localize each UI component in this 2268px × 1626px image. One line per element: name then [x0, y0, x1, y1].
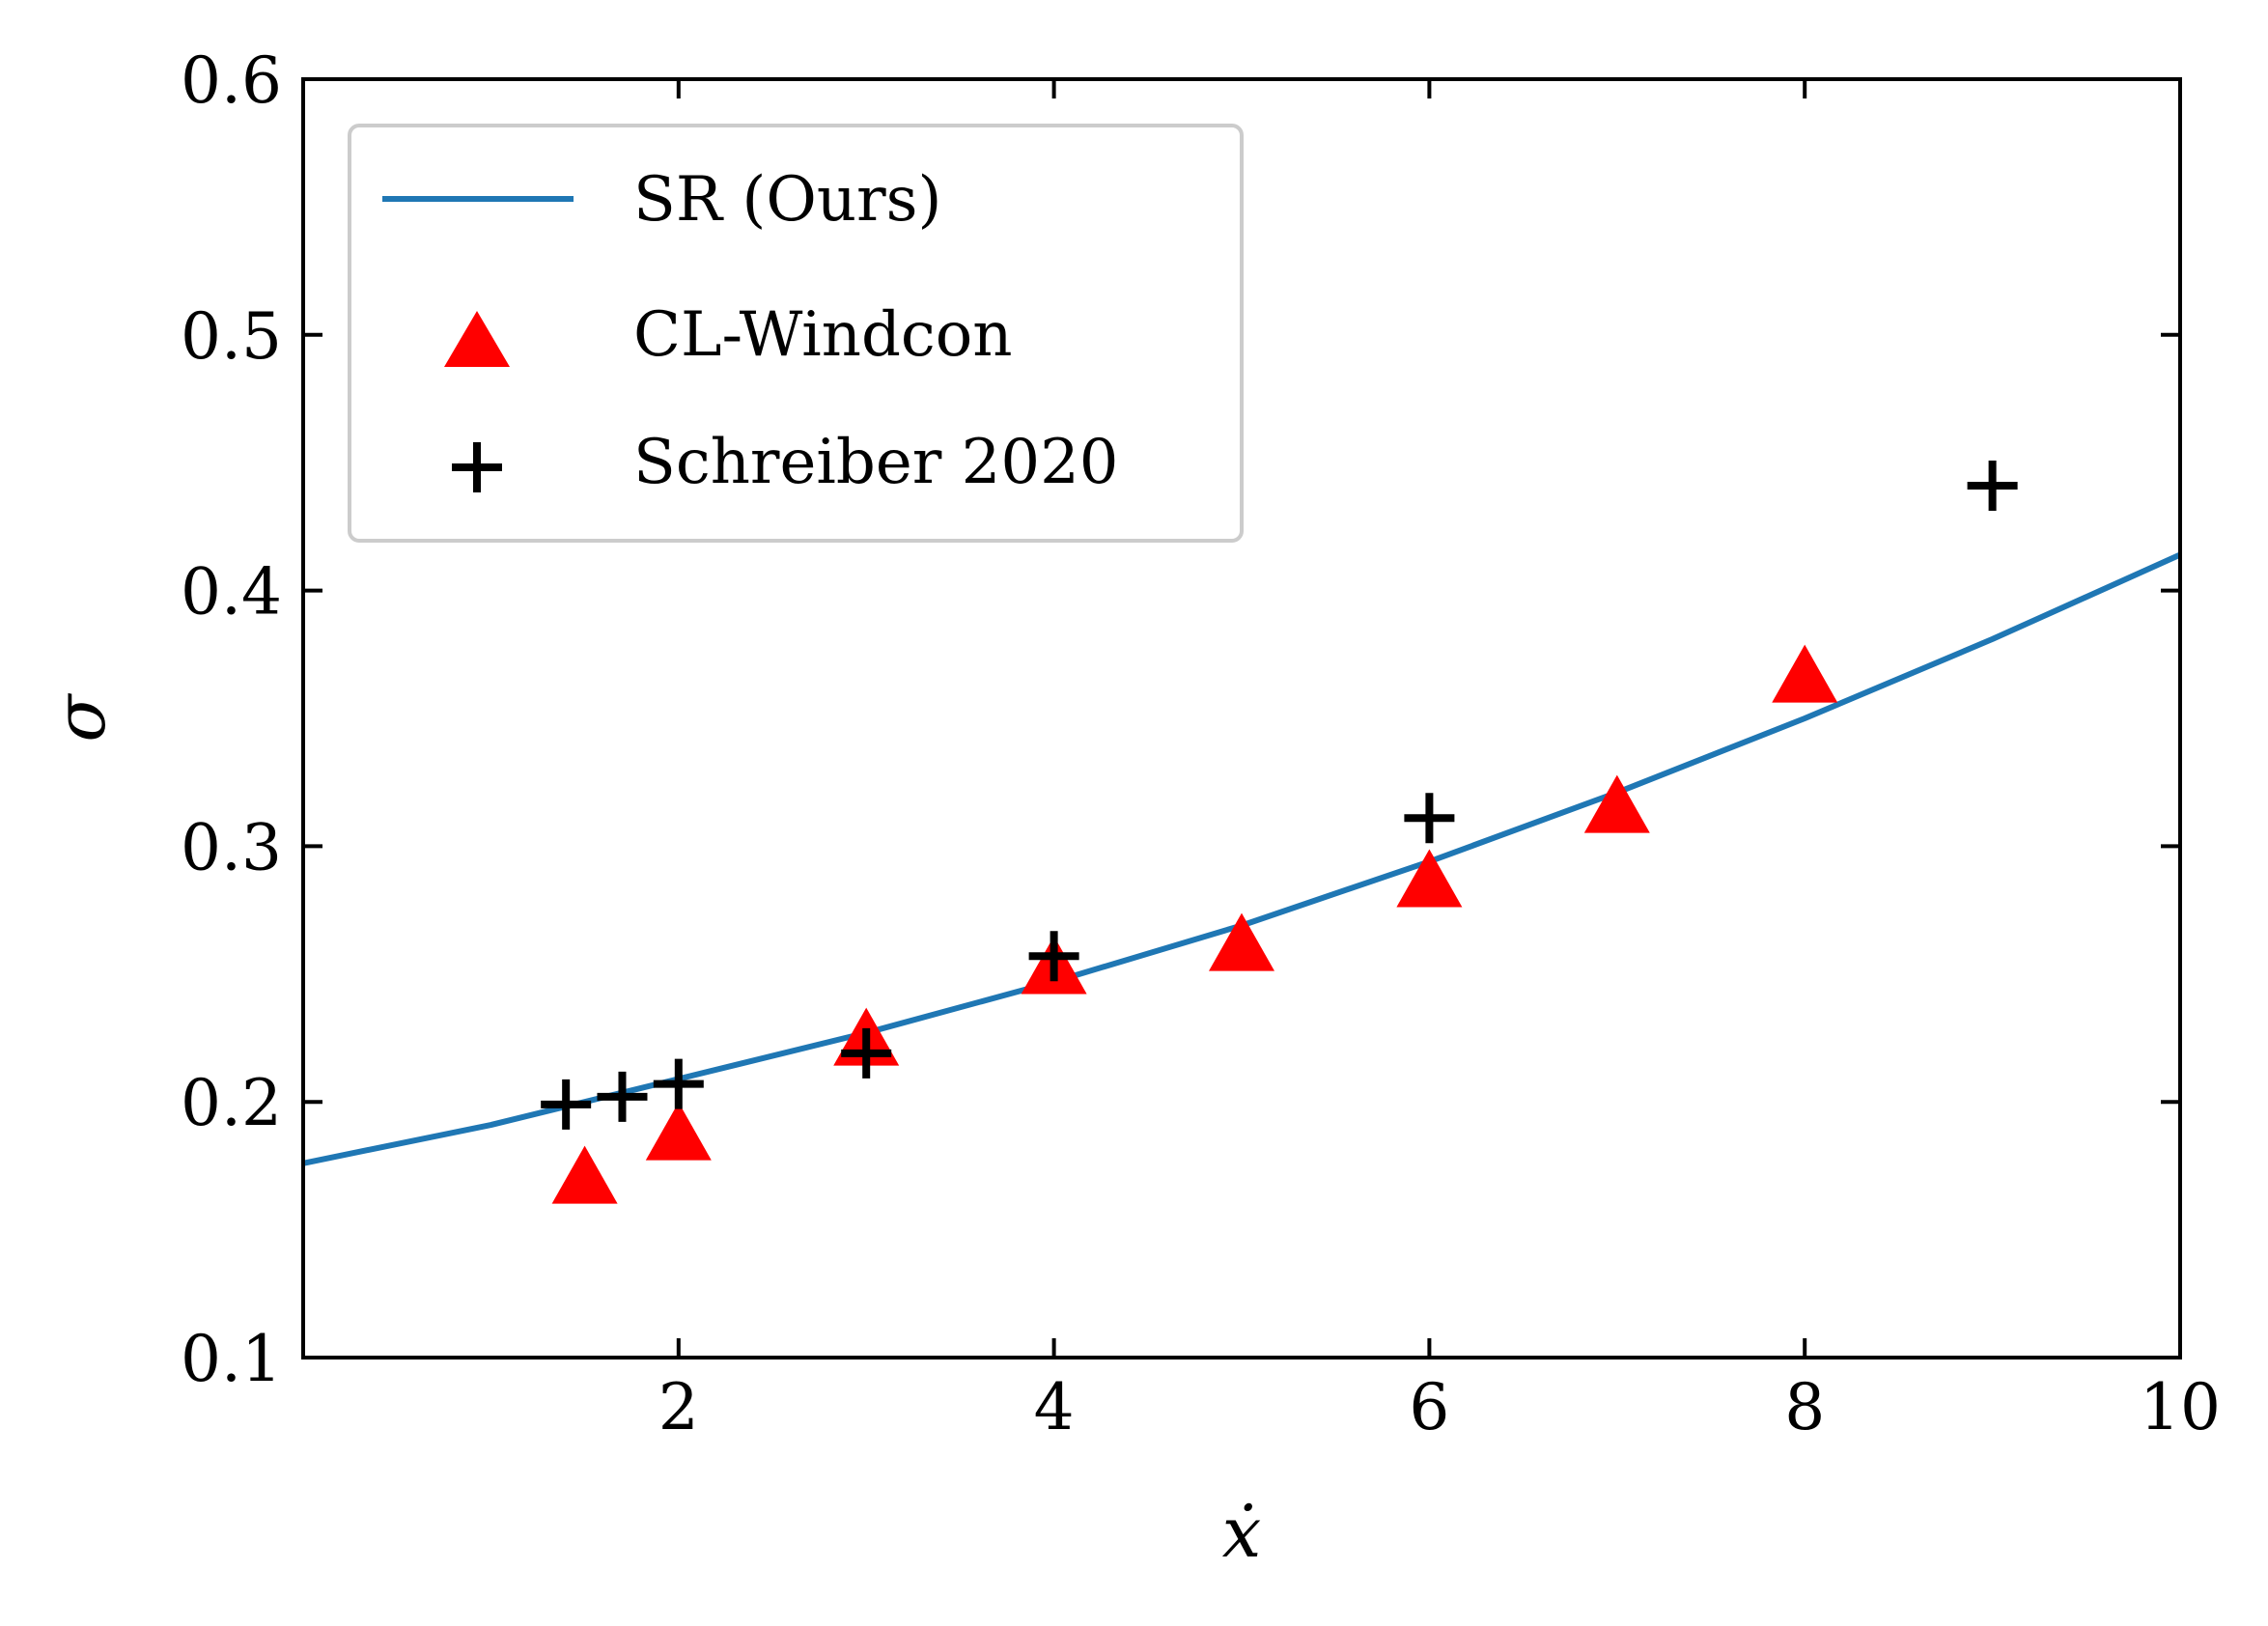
clwindcon-point	[1396, 849, 1463, 908]
series-line-sr	[302, 551, 2182, 1166]
x-tick-label: 8	[1784, 1370, 1825, 1444]
y-tick-label: 0.5	[181, 299, 282, 374]
x-tick-label: 4	[1034, 1370, 1075, 1444]
schreiber-point	[841, 1027, 892, 1079]
clwindcon-point	[1583, 774, 1650, 833]
clwindcon-point	[645, 1102, 712, 1161]
legend-label-sr: SR (Ours)	[633, 164, 941, 236]
x-tick-label: 10	[2140, 1370, 2221, 1444]
schreiber-point	[1404, 793, 1455, 844]
legend-box	[348, 124, 1244, 543]
tick-layer: 2 4 6 8 10 0.1 0.2 0.3 0.4 0.5 0.6	[181, 43, 2221, 1444]
clwindcon-point	[1209, 912, 1274, 971]
x-tick-label: 6	[1409, 1370, 1449, 1444]
legend-label-schreiber: Schreiber 2020	[633, 427, 1119, 498]
y-axis-label: σ	[40, 693, 121, 743]
legend-plus-swatch	[452, 442, 502, 492]
y-tick-label: 0.2	[181, 1066, 282, 1140]
legend: SR (Ours) CL-Windcon Schreiber 2020	[348, 124, 1244, 543]
y-tick-label: 0.6	[181, 43, 282, 118]
marker-layer	[541, 461, 2018, 1204]
schreiber-point	[653, 1058, 704, 1109]
schreiber-point	[1967, 461, 2018, 512]
schreiber-point	[541, 1079, 592, 1130]
y-tick-label: 0.1	[181, 1322, 282, 1396]
legend-triangle-swatch	[444, 311, 510, 367]
clwindcon-point	[551, 1145, 618, 1204]
legend-label-clwindcon: CL-Windcon	[633, 299, 1013, 371]
y-tick-label: 0.4	[181, 555, 282, 630]
schreiber-point	[597, 1071, 648, 1122]
x-axis-label: ẋ	[1222, 1492, 1262, 1573]
clwindcon-point	[1772, 644, 1838, 703]
y-tick-label: 0.3	[181, 810, 282, 884]
x-tick-label: 2	[658, 1370, 699, 1444]
schreiber-point	[1028, 931, 1079, 982]
plot-frame	[301, 77, 2182, 1360]
line-layer	[302, 551, 2182, 1166]
